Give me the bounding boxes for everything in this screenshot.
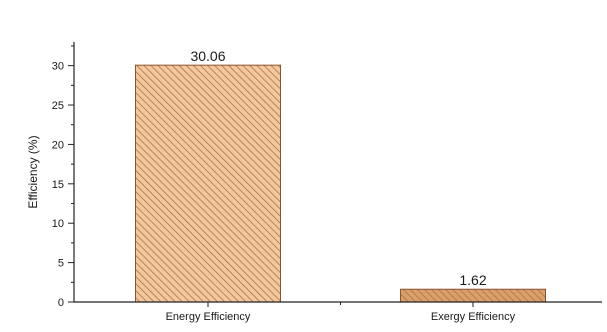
data-label: 1.62 <box>459 272 486 288</box>
labels: 30.06 1.62 0 5 10 15 20 25 30 Energy Efficiency Ex… <box>26 48 516 323</box>
data-label: 30.06 <box>190 48 225 64</box>
plot-area <box>135 64 546 303</box>
y-tick-label: 10 <box>52 218 64 230</box>
x-tick-label: Energy Efficiency <box>166 311 251 323</box>
y-tick-label: 30 <box>52 61 64 73</box>
y-tick-label: 5 <box>58 258 64 270</box>
y-tick-label: 15 <box>52 179 64 191</box>
y-tick-label: 0 <box>58 297 64 309</box>
y-axis-title: Efficiency (%) <box>26 135 40 208</box>
bar-energy-efficiency <box>135 64 281 303</box>
x-tick-label: Exergy Efficiency <box>431 311 516 323</box>
y-tick-label: 25 <box>52 100 64 112</box>
bar-exergy-efficiency <box>400 288 546 303</box>
y-tick-label: 20 <box>52 139 64 151</box>
axes <box>68 42 602 307</box>
